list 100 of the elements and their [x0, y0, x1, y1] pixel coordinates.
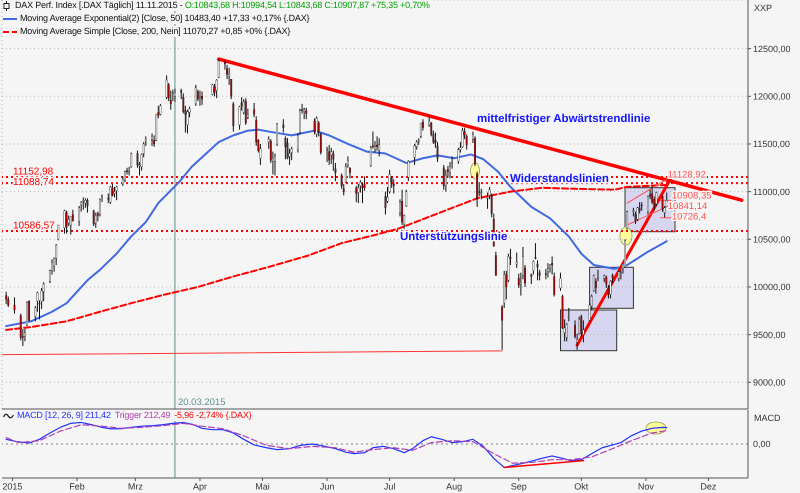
y-tick-label: 10500,00 — [753, 234, 791, 244]
y-tick-label: 12500,00 — [753, 44, 791, 54]
candlestick — [534, 242, 536, 260]
y-tick-label: 11000,00 — [753, 186, 790, 197]
candlestick — [199, 90, 201, 106]
candlestick — [216, 78, 218, 99]
candlestick — [14, 296, 16, 314]
candlestick — [560, 272, 562, 292]
candlestick — [516, 252, 518, 268]
candlestick — [70, 216, 72, 236]
candlestick — [86, 198, 88, 214]
legend-label: Moving Average Simple [Close, 200, Nein] 11070,27 +0,85 +0% {.DAX} — [20, 26, 290, 36]
candlestick — [5, 291, 8, 305]
annotation: Widerstandslinien — [510, 173, 609, 185]
annotation: mittelfristiger Abwärtstrendlinie — [477, 113, 650, 125]
candlestick — [194, 84, 197, 106]
candlestick — [547, 262, 549, 278]
candlestick — [24, 328, 26, 342]
chart-subtitle: O:10843,68 H:10994,54 L:10843,68 C:10907,87 +75,35 +0,70% — [184, 0, 430, 10]
candlestick — [114, 186, 116, 198]
chart-subtitle: -5,96 -2,74% {.DAX} — [174, 410, 252, 420]
candlestick — [626, 210, 628, 230]
x-tick-label: Feb — [69, 481, 85, 492]
candlestick — [201, 91, 203, 106]
x-tick-label: Aug — [446, 481, 462, 492]
candlestick — [536, 260, 538, 281]
x-tick-label: 2015 — [2, 481, 22, 492]
candlestick — [568, 307, 570, 322]
candlestick — [357, 184, 360, 204]
ref-line-label: 11088,74 — [13, 177, 54, 188]
candlestick — [124, 170, 126, 183]
y-tick-label: 10000,00 — [753, 282, 791, 292]
chart-title: DAX Perf. Index [.DAX Täglich] 11.11.2015 - — [15, 0, 182, 10]
candlestick — [186, 109, 188, 134]
ref-line-label: 11152,98 — [13, 166, 54, 178]
candlestick — [655, 191, 658, 206]
candlestick — [84, 198, 86, 208]
candlestick — [316, 116, 318, 138]
candlestick — [98, 198, 101, 217]
candlestick — [159, 103, 162, 116]
series-label: MACD [12, 26, 9] 211,42 — [17, 410, 111, 420]
candlestick — [214, 83, 216, 97]
candlestick — [592, 274, 595, 292]
y-tick-label: 9000,00 — [753, 378, 786, 388]
candlestick — [401, 189, 404, 226]
candlestick — [94, 212, 97, 228]
legend-label: Moving Average Exponential(2) [Close, 50] 10483,40 +17,33 +0,17% {.DAX} — [20, 13, 310, 23]
candlestick — [116, 185, 118, 201]
candlestick — [566, 322, 568, 342]
candlestick — [92, 209, 95, 226]
x-tick-label: Apr — [192, 481, 207, 492]
candlestick — [414, 143, 416, 166]
candlestick — [78, 205, 80, 226]
candlestick — [57, 224, 60, 241]
candlestick — [82, 196, 84, 210]
candlestick — [64, 209, 66, 234]
candlestick — [151, 132, 153, 146]
candlestick — [290, 146, 293, 161]
candlestick — [66, 210, 68, 234]
candlestick — [274, 152, 276, 176]
x-tick-label: Nov — [638, 481, 654, 492]
candlestick — [636, 206, 639, 222]
x-tick-label: Jun — [320, 481, 334, 492]
y-tick-label: 9500,00 — [753, 330, 786, 340]
candlestick — [244, 98, 247, 126]
ref-line-label: 10586,57 — [13, 220, 56, 232]
x-tick-label: Mrz — [128, 481, 144, 492]
candlestick — [634, 211, 636, 225]
candlestick — [212, 83, 214, 96]
candlestick — [442, 164, 445, 190]
ref-line-label: 0,00 — [753, 439, 771, 449]
candlestick — [305, 107, 308, 120]
candlestick — [326, 146, 328, 163]
x-tick-label: Jul — [384, 481, 396, 492]
candlestick — [166, 74, 168, 100]
y-axis-title: MACD — [754, 413, 781, 423]
candlestick — [620, 269, 622, 280]
candlestick — [72, 209, 74, 222]
candlestick — [444, 169, 447, 192]
candlestick — [378, 138, 380, 157]
candlestick — [462, 127, 464, 148]
candlestick — [618, 270, 620, 282]
series-label: Trigger 212,49 — [114, 410, 170, 420]
candlestick — [494, 251, 497, 276]
candlestick — [282, 118, 284, 134]
ref-line-label: 20.03.2015 — [178, 397, 226, 408]
y-tick-label: 12000,00 — [753, 91, 791, 102]
candlestick — [26, 300, 28, 327]
candlestick — [276, 122, 278, 146]
candlestick — [284, 136, 286, 160]
candlestick — [405, 189, 408, 208]
candlestick — [392, 178, 395, 194]
x-tick-label: Dez — [700, 481, 717, 492]
candlestick — [384, 191, 386, 216]
candlestick — [232, 102, 234, 132]
candlestick — [174, 88, 176, 103]
x-tick-label: Mai — [255, 481, 270, 492]
candlestick — [420, 122, 422, 139]
y-tick-label: 11500,00 — [753, 139, 790, 150]
candlestick — [109, 185, 112, 205]
